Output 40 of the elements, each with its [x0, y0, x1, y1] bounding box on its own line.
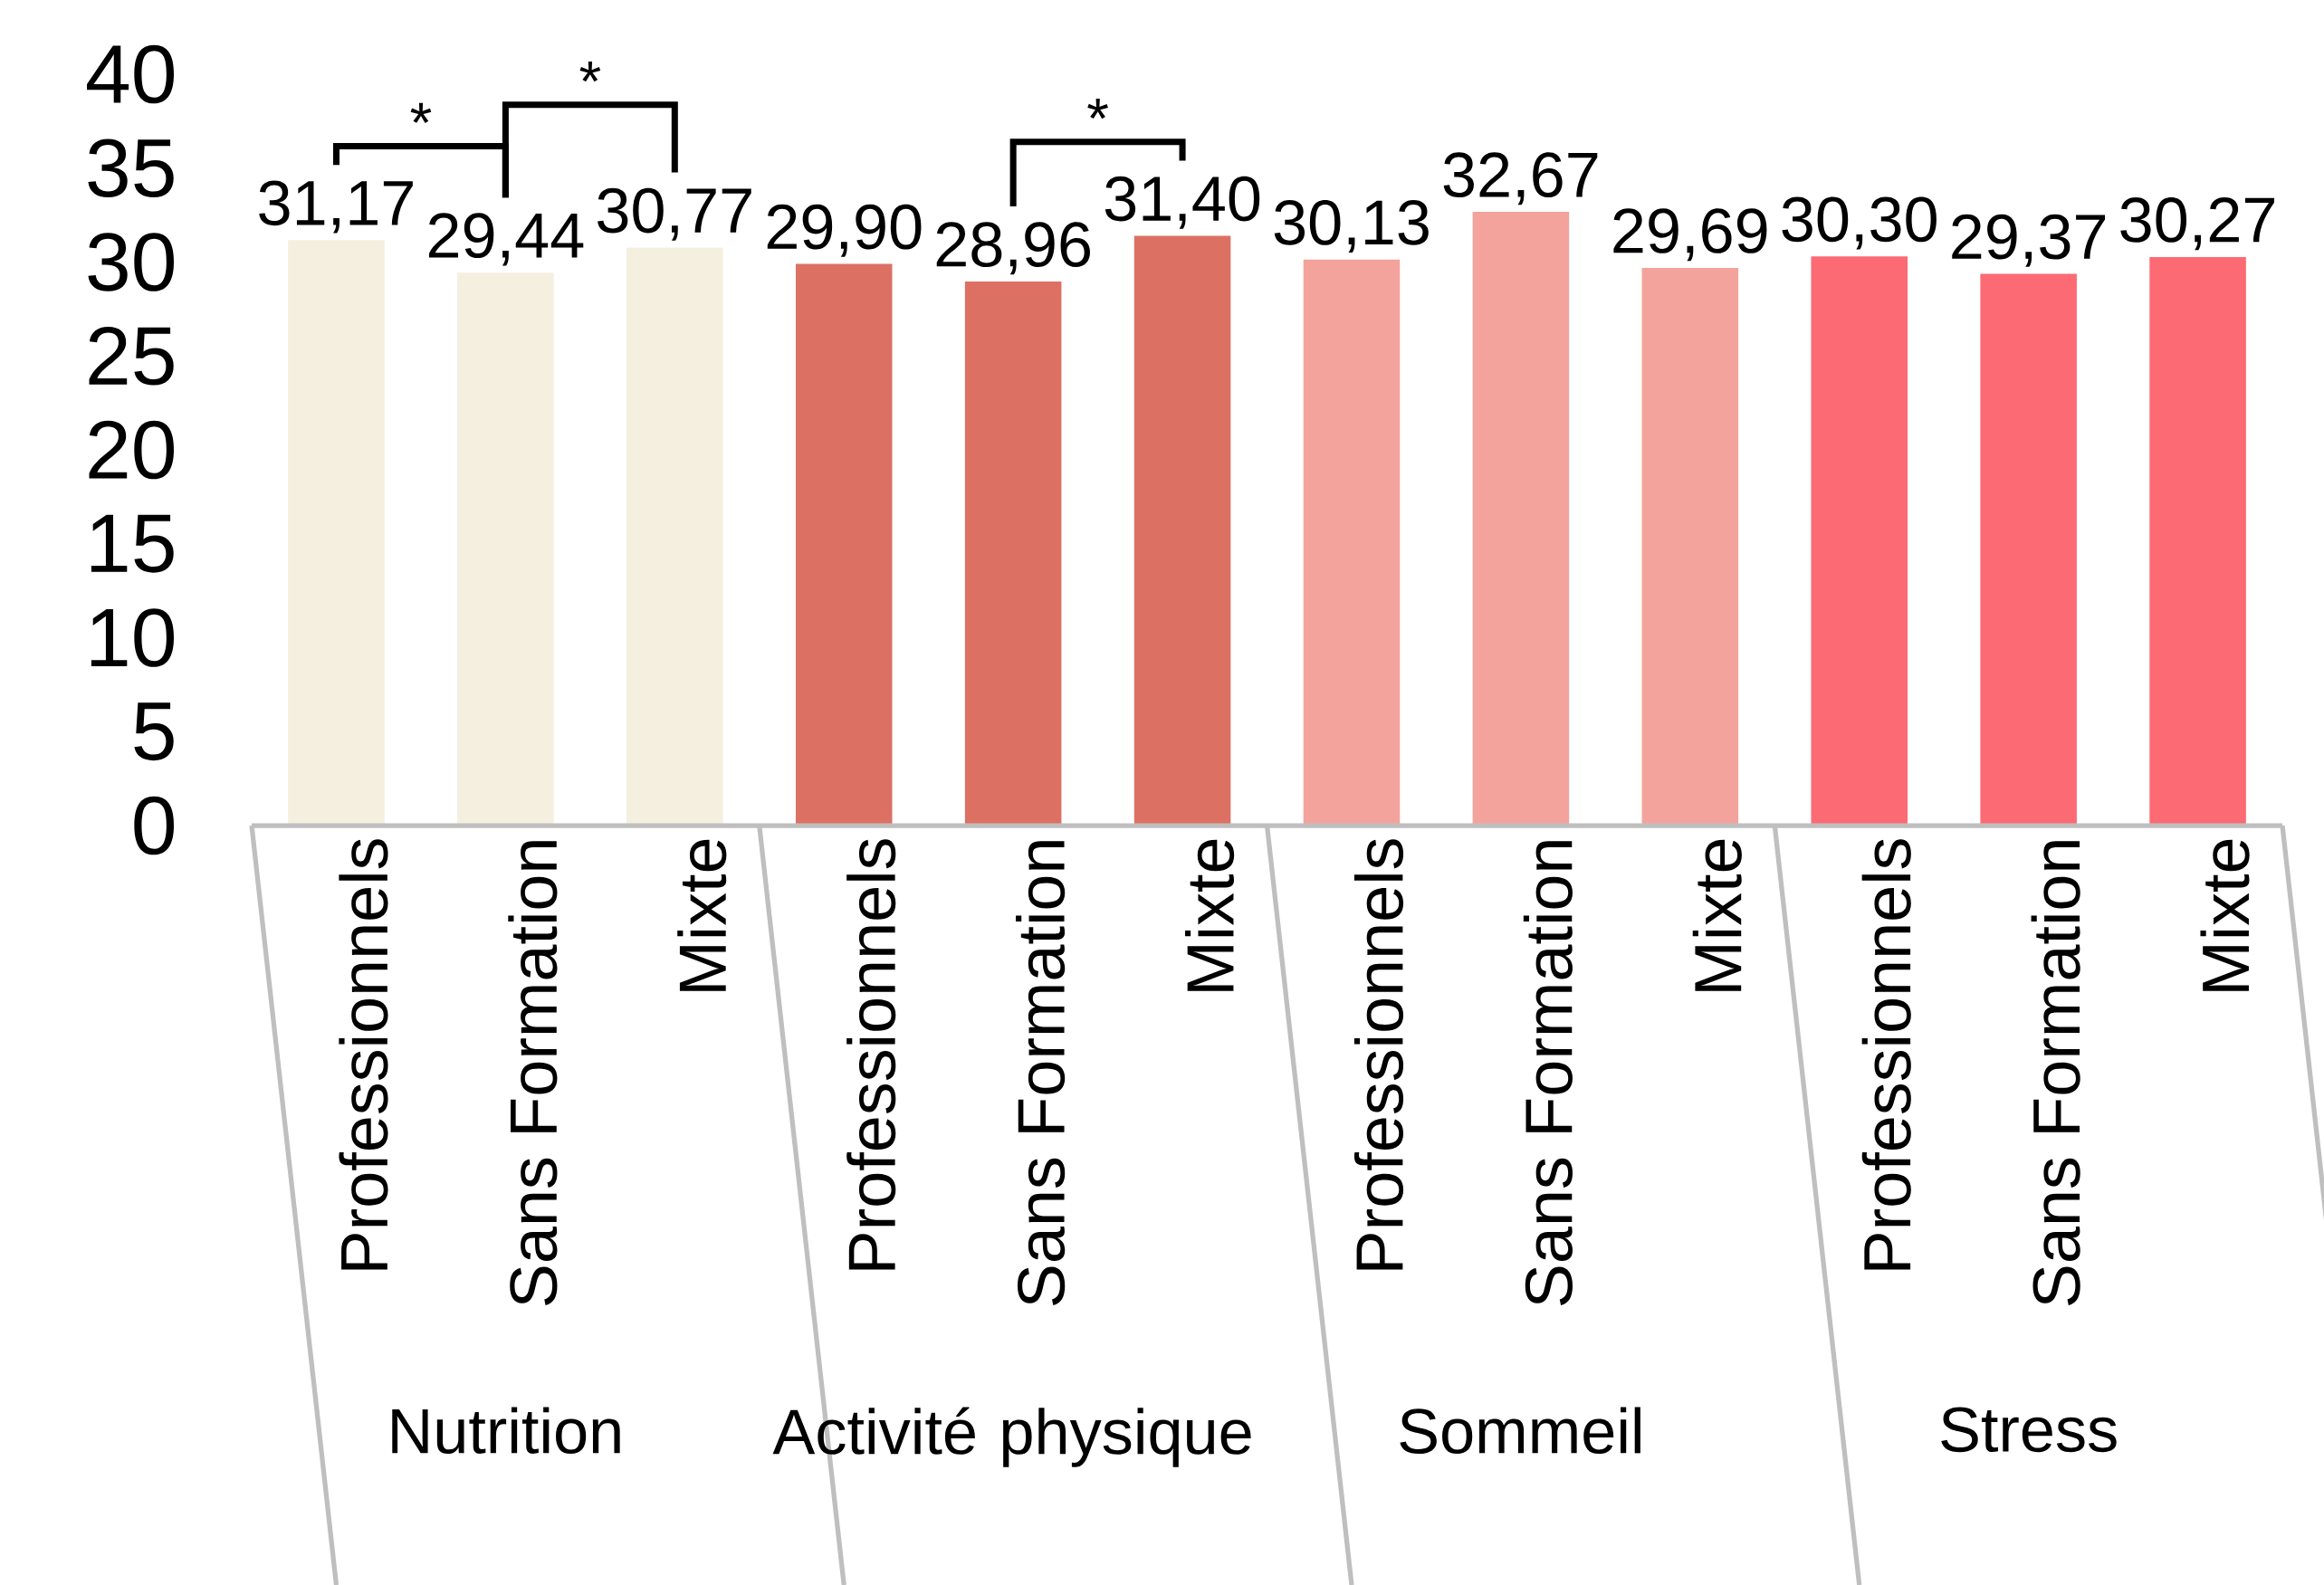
data-label: 29,37	[1952, 214, 2106, 267]
annotation: *	[579, 62, 601, 82]
data-label: 30,13	[1274, 200, 1429, 253]
x-tick-label: Mixte	[1184, 839, 1235, 991]
data-label: 31,17	[259, 180, 413, 234]
data-label: 28,96	[936, 222, 1090, 275]
y-tick-label: 40	[87, 44, 174, 104]
data-label: 30,30	[1782, 196, 1937, 250]
data-label: 30,77	[598, 187, 751, 241]
x-tick-label: Sans Formation	[1523, 841, 1573, 1306]
y-tick-label: 0	[134, 796, 175, 855]
data-label: 30,27	[2120, 197, 2274, 251]
data-label: 29,69	[1613, 208, 1767, 262]
y-tick-label: 5	[134, 702, 174, 761]
x-tick-label: Professionnels	[1353, 839, 1404, 1270]
y-tick-label: 10	[91, 608, 174, 667]
text: Sommeil	[1400, 1407, 1640, 1455]
y-tick-label: 20	[89, 420, 174, 480]
data-label: 32,67	[1443, 152, 1598, 205]
data-label: 29,90	[767, 204, 922, 257]
text: Activité physique	[772, 1407, 1251, 1467]
y-tick-label: 35	[88, 138, 174, 198]
x-tick-label: Sans Formation	[1016, 841, 1066, 1306]
x-tick-label: Sans Formation	[2031, 841, 2080, 1306]
x-tick-label: Mixte	[677, 839, 727, 991]
x-tick-label: Sans Formation	[508, 841, 558, 1306]
annotation: *	[1087, 98, 1108, 119]
x-tick-label: Mixte	[2200, 839, 2250, 991]
data-label: 29,44	[428, 213, 584, 266]
annotation: *	[410, 102, 432, 123]
text: Stress	[1941, 1407, 2117, 1453]
y-tick-label: 30	[88, 233, 174, 291]
x-tick-label: Professionnels	[339, 839, 388, 1270]
x-tick-label: Professionnels	[846, 839, 896, 1270]
text: Nutrition	[392, 1407, 620, 1455]
x-tick-label: Professionnels	[1861, 839, 1911, 1270]
data-label: 31,40	[1105, 176, 1260, 229]
x-tick-label: Mixte	[1692, 839, 1742, 991]
y-tick-label: 25	[89, 326, 174, 386]
y-tick-label: 15	[91, 514, 174, 573]
